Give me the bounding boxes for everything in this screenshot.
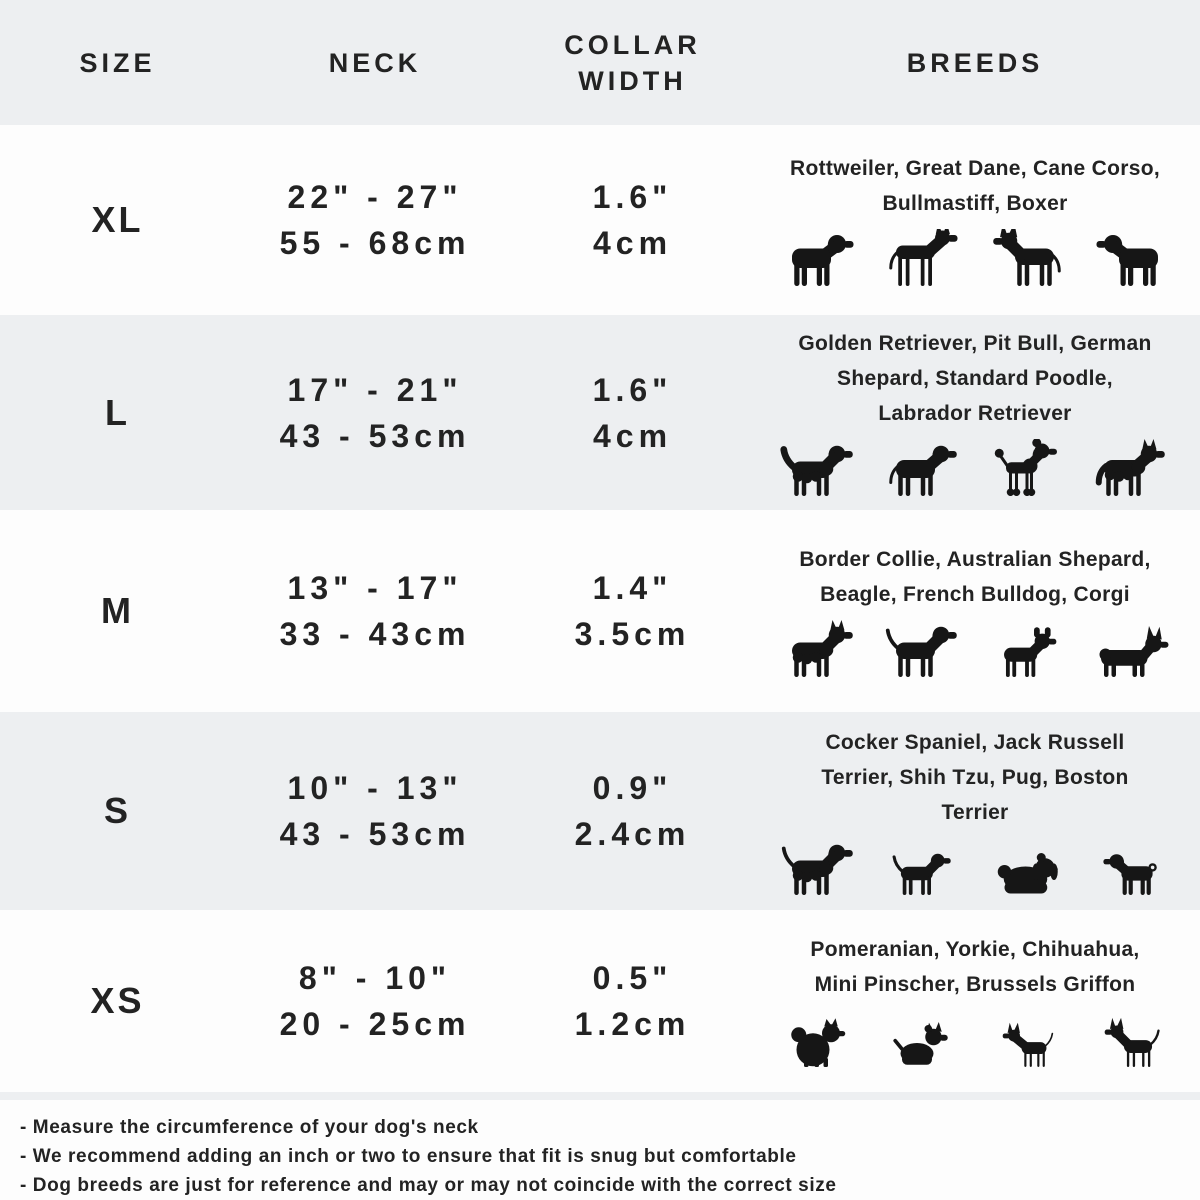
table-row: M 13" - 17" 33 - 43cm 1.4" 3.5cm Border … [0, 510, 1200, 712]
neck-range: 13" - 17" 33 - 43cm [280, 565, 471, 657]
collar-width: 0.9" 2.4cm [575, 765, 691, 857]
breeds-cell: Cocker Spaniel, Jack Russell Terrier, Sh… [750, 725, 1200, 898]
collar-width-inches: 1.6" [592, 371, 673, 408]
collar-width: 0.5" 1.2cm [575, 955, 691, 1047]
neck-range: 10" - 13" 43 - 53cm [280, 765, 471, 857]
footnotes: - Measure the circumference of your dog'… [0, 1100, 1200, 1200]
breeds-cell: Rottweiler, Great Dane, Cane Corso, Bull… [750, 151, 1200, 289]
corgi-icon [1099, 626, 1169, 677]
neck-range: 22" - 27" 55 - 68cm [280, 174, 471, 266]
jack-russell-icon [892, 853, 951, 895]
neck-range-cm: 55 - 68cm [279, 225, 471, 261]
neck-range-inches: 13" - 17" [287, 570, 463, 606]
note: - We recommend adding an inch or two to … [20, 1146, 797, 1167]
dog-icons [772, 618, 1178, 680]
breeds-cell: Golden Retriever, Pit Bull, German Shepa… [750, 326, 1200, 499]
breed-list: Cocker Spaniel, Jack Russell Terrier, Sh… [821, 730, 1129, 824]
golden-retriever-icon [780, 445, 853, 496]
neck-range-inches: 10" - 13" [287, 770, 463, 806]
pit-bull-icon [889, 445, 957, 496]
breed-list: Golden Retriever, Pit Bull, German Shepa… [798, 332, 1152, 425]
dog-icons [772, 1008, 1178, 1070]
neck-range: 17" - 21" 43 - 53cm [280, 367, 471, 459]
collar-width-cm: 4cm [592, 225, 673, 261]
table-row: S 10" - 13" 43 - 53cm 0.9" 2.4cm Cocker … [0, 712, 1200, 910]
table-row: XS 8" - 10" 20 - 25cm 0.5" 1.2cm Pomeran… [0, 910, 1200, 1092]
poodle-icon [994, 439, 1057, 496]
size-label: XS [90, 980, 145, 1021]
neck-range-cm: 43 - 53cm [279, 816, 471, 852]
breed-list: Pomeranian, Yorkie, Chihuahua, Mini Pins… [810, 938, 1140, 996]
collar-width-inches: 1.4" [592, 570, 673, 606]
dog-icons [772, 437, 1178, 499]
note: - Dog breeds are just for reference and … [20, 1175, 837, 1196]
neck-range-inches: 8" - 10" [298, 960, 452, 996]
collar-width: 1.6" 4cm [593, 367, 673, 459]
table-body: XL 22" - 27" 55 - 68cm 1.6" 4cm Rottweil… [0, 125, 1200, 1092]
size-label: XL [91, 199, 144, 240]
breed-list: Rottweiler, Great Dane, Cane Corso, Bull… [790, 157, 1160, 215]
french-bulldog-icon [1004, 627, 1057, 677]
table-header: SIZE NECK COLLAR WIDTH BREEDS [0, 0, 1200, 125]
cocker-spaniel-icon [781, 844, 853, 895]
shih-tzu-icon [997, 852, 1058, 893]
table-row: XL 22" - 27" 55 - 68cm 1.6" 4cm Rottweil… [0, 125, 1200, 315]
mini-pinscher-icon [1104, 1017, 1160, 1067]
rottweiler-icon [792, 235, 854, 286]
header-size: SIZE [79, 47, 156, 78]
chihuahua-icon [1002, 1022, 1054, 1068]
collar-width-inches: 0.9" [592, 770, 673, 806]
beagle-icon [885, 626, 957, 677]
pomeranian-icon [791, 1018, 846, 1067]
neck-range-inches: 22" - 27" [287, 179, 463, 215]
header-neck: NECK [328, 47, 422, 78]
neck-range-cm: 20 - 25cm [279, 1006, 471, 1042]
breeds-cell: Pomeranian, Yorkie, Chihuahua, Mini Pins… [750, 932, 1200, 1070]
german-shepherd-icon [1095, 439, 1165, 496]
size-label: M [101, 590, 134, 631]
collar-width: 1.6" 4cm [593, 174, 673, 266]
size-label: S [103, 790, 131, 831]
collar-width-cm: 4cm [592, 417, 673, 454]
collar-width-inches: 1.6" [592, 179, 673, 215]
header-collar-width: COLLAR WIDTH [564, 29, 701, 96]
neck-range: 8" - 10" 20 - 25cm [280, 955, 471, 1047]
dog-icons [772, 836, 1178, 898]
cane-corso-icon [993, 229, 1061, 286]
australian-shepherd-icon [792, 620, 853, 677]
pug-icon [1103, 853, 1157, 895]
dog-icons [772, 227, 1178, 289]
neck-range-inches: 17" - 21" [287, 371, 463, 408]
collar-width: 1.4" 3.5cm [575, 565, 691, 657]
breed-list: Border Collie, Australian Shepard, Beagl… [799, 548, 1151, 606]
great-dane-icon [889, 229, 958, 286]
size-label: L [105, 391, 130, 433]
collar-width-cm: 1.2cm [574, 1006, 691, 1042]
collar-width-inches: 0.5" [592, 960, 673, 996]
neck-range-cm: 33 - 43cm [279, 616, 471, 652]
table-row: L 17" - 21" 43 - 53cm 1.6" 4cm Golden Re… [0, 315, 1200, 510]
collar-width-cm: 2.4cm [574, 816, 691, 852]
collar-width-cm: 3.5cm [574, 616, 691, 652]
note: - Measure the circumference of your dog'… [20, 1117, 479, 1138]
bullmastiff-icon [1096, 235, 1158, 286]
neck-range-cm: 43 - 53cm [279, 417, 471, 454]
yorkie-icon [893, 1022, 948, 1065]
header-breeds: BREEDS [906, 47, 1044, 78]
breeds-cell: Border Collie, Australian Shepard, Beagl… [750, 542, 1200, 680]
